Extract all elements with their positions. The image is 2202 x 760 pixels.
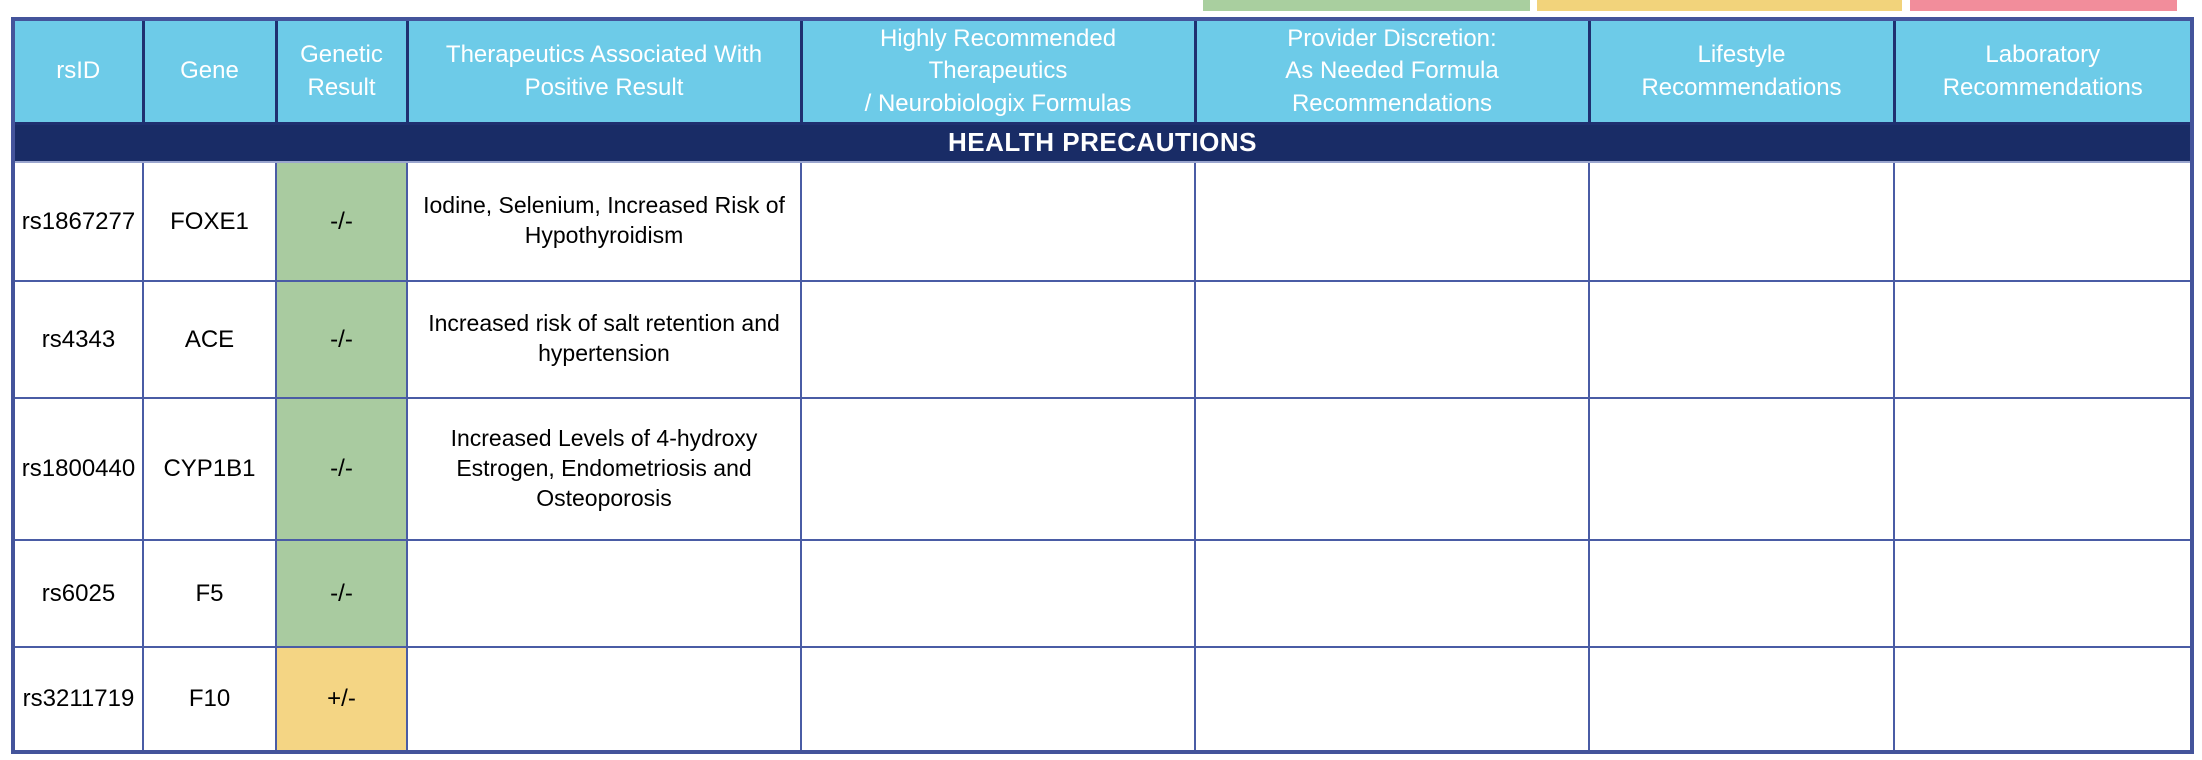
cell-lifestyle xyxy=(1588,538,1895,648)
cell-laboratory xyxy=(1893,396,2193,541)
table-row: rs6025 F5 -/- xyxy=(12,538,2193,648)
table-row: rs1800440 CYP1B1 -/- Increased Levels of… xyxy=(12,396,2193,541)
col-header-gene: Gene xyxy=(141,17,278,126)
cell-provider-discretion xyxy=(1194,645,1590,753)
cell-highly-recommended xyxy=(800,538,1196,648)
cell-laboratory xyxy=(1893,645,2193,753)
cell-lifestyle xyxy=(1588,396,1895,541)
table-row: rs1867277 FOXE1 -/- Iodine, Selenium, In… xyxy=(12,160,2193,282)
cell-genetic-result: -/- xyxy=(275,279,408,399)
header-row: rsID Gene Genetic Result Therapeutics As… xyxy=(11,17,2194,126)
cell-highly-recommended xyxy=(800,396,1196,541)
cell-gene: ACE xyxy=(142,279,277,399)
col-header-lifestyle: Lifestyle Recommendations xyxy=(1587,17,1896,126)
table-row: rs3211719 F10 +/- xyxy=(12,645,2193,753)
col-header-rsid: rsID xyxy=(11,17,145,126)
cell-rsid: rs1867277 xyxy=(12,160,144,282)
cell-gene: CYP1B1 xyxy=(142,396,277,541)
cell-rsid: rs1800440 xyxy=(12,396,144,541)
cell-provider-discretion xyxy=(1194,160,1590,282)
cell-genetic-result: +/- xyxy=(275,645,408,753)
cell-genetic-result: -/- xyxy=(275,538,408,648)
cell-highly-recommended xyxy=(800,279,1196,399)
cell-gene: F10 xyxy=(142,645,277,753)
cell-lifestyle xyxy=(1588,279,1895,399)
cell-gene: FOXE1 xyxy=(142,160,277,282)
col-header-laboratory: Laboratory Recommendations xyxy=(1892,17,2194,126)
cell-laboratory xyxy=(1893,538,2193,648)
cell-highly-recommended xyxy=(800,645,1196,753)
section-banner-row: HEALTH PRECAUTIONS xyxy=(12,122,2193,163)
cell-laboratory xyxy=(1893,279,2193,399)
cell-lifestyle xyxy=(1588,645,1895,753)
col-header-highly-recommended: Highly Recommended Therapeutics / Neurob… xyxy=(799,17,1197,126)
legend-strip-pink xyxy=(1910,0,2177,11)
legend-strip-green xyxy=(1203,0,1530,11)
cell-therapeutics: Increased risk of salt retention and hyp… xyxy=(406,279,802,399)
col-header-provider-discretion: Provider Discretion: As Needed Formula R… xyxy=(1193,17,1591,126)
col-header-therapeutics: Therapeutics Associated With Positive Re… xyxy=(405,17,803,126)
cell-rsid: rs4343 xyxy=(12,279,144,399)
legend-strip-yellow xyxy=(1537,0,1902,11)
cell-genetic-result: -/- xyxy=(275,160,408,282)
cell-therapeutics xyxy=(406,645,802,753)
section-banner-title: HEALTH PRECAUTIONS xyxy=(12,122,2193,163)
cell-therapeutics xyxy=(406,538,802,648)
cell-highly-recommended xyxy=(800,160,1196,282)
cell-laboratory xyxy=(1893,160,2193,282)
table-row: rs4343 ACE -/- Increased risk of salt re… xyxy=(12,279,2193,399)
cell-genetic-result: -/- xyxy=(275,396,408,541)
cell-therapeutics: Increased Levels of 4-hydroxy Estrogen, … xyxy=(406,396,802,541)
cell-lifestyle xyxy=(1588,160,1895,282)
cell-provider-discretion xyxy=(1194,396,1590,541)
cell-gene: F5 xyxy=(142,538,277,648)
genetics-report-table: rsID Gene Genetic Result Therapeutics As… xyxy=(11,17,2194,754)
cell-provider-discretion xyxy=(1194,538,1590,648)
col-header-genetic-result: Genetic Result xyxy=(274,17,409,126)
cell-rsid: rs6025 xyxy=(12,538,144,648)
cell-provider-discretion xyxy=(1194,279,1590,399)
cell-rsid: rs3211719 xyxy=(12,645,144,753)
cell-therapeutics: Iodine, Selenium, Increased Risk of Hypo… xyxy=(406,160,802,282)
